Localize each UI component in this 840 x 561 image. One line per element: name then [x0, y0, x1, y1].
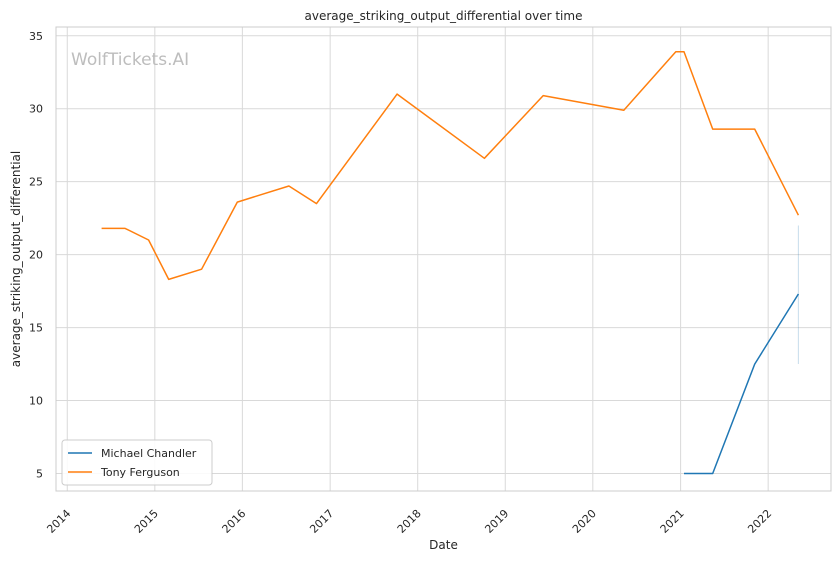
- x-tick-label: 2015: [132, 507, 161, 536]
- y-tick-label: 10: [29, 395, 43, 408]
- y-axis-ticks: 5 10 15 20 25 30 35: [29, 30, 43, 481]
- legend-box: [61, 439, 213, 486]
- y-tick-label: 15: [29, 322, 43, 335]
- x-axis-ticks: 2014 2015 2016 2017 2018 2019 2020 2021 2022: [44, 507, 774, 536]
- y-tick-label: 25: [29, 176, 43, 189]
- legend-label: Michael Chandler: [101, 447, 197, 460]
- x-tick-label: 2014: [44, 507, 73, 536]
- y-tick-label: 35: [29, 30, 43, 43]
- legend: Michael Chandler Tony Ferguson: [61, 439, 213, 486]
- x-tick-label: 2018: [395, 507, 424, 536]
- x-axis-label: Date: [429, 538, 458, 552]
- chart-title: average_striking_output_differential ove…: [305, 9, 583, 23]
- series-line: [684, 293, 800, 475]
- legend-label: Tony Ferguson: [100, 466, 180, 479]
- y-tick-label: 5: [36, 467, 43, 480]
- x-tick-label: 2019: [482, 507, 511, 536]
- x-tick-label: 2017: [307, 507, 336, 536]
- x-tick-label: 2020: [570, 507, 599, 536]
- series-lines: [101, 51, 800, 475]
- y-tick-label: 20: [29, 249, 43, 262]
- x-tick-label: 2022: [745, 507, 774, 536]
- watermark: WolfTickets.AI: [71, 50, 189, 70]
- x-tick-label: 2021: [658, 507, 687, 536]
- plot-area-frame: [55, 26, 832, 492]
- x-tick-label: 2016: [220, 507, 249, 536]
- series-line: [101, 51, 800, 281]
- y-tick-label: 30: [29, 103, 43, 116]
- y-axis-label: average_striking_output_differential: [9, 151, 23, 367]
- grid-lines: [56, 27, 831, 491]
